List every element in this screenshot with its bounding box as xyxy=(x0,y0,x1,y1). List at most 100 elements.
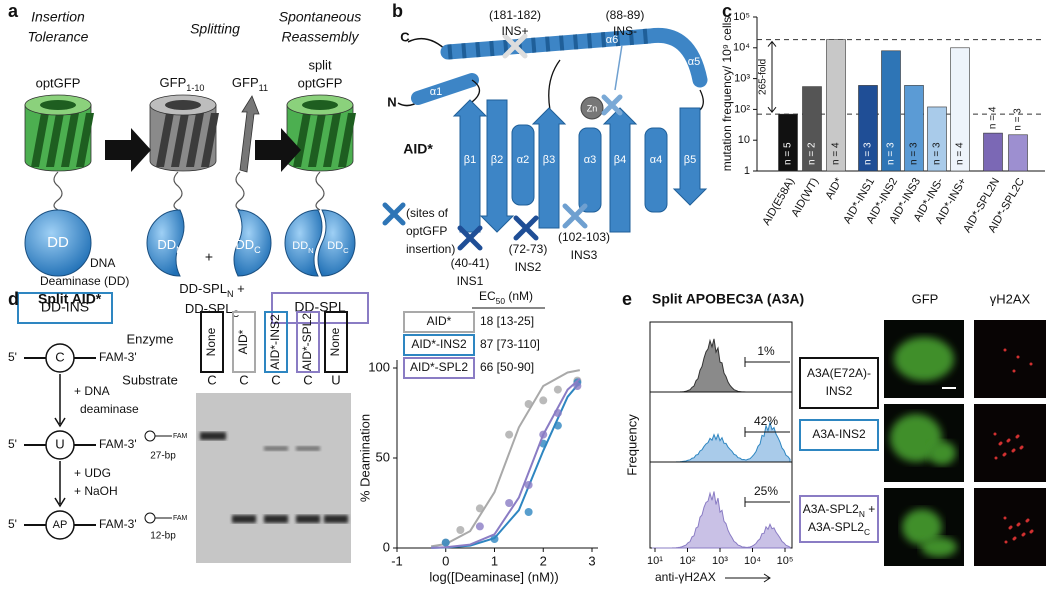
label: Splitting xyxy=(190,21,240,37)
insertion-site xyxy=(513,215,539,241)
data-point xyxy=(553,385,562,394)
label: FAM xyxy=(173,515,188,522)
legend-label: AID* xyxy=(427,314,452,328)
label: A3A-SPL2N + xyxy=(803,502,875,519)
image xyxy=(974,404,1046,482)
label-text: (nM) xyxy=(505,289,533,303)
label: C xyxy=(400,29,410,44)
focus xyxy=(1003,516,1007,520)
barrel-hole xyxy=(302,100,338,110)
x-tick-label: 10³ xyxy=(712,555,728,567)
label: Tolerance xyxy=(28,29,89,45)
gate xyxy=(744,497,790,507)
x-tick-label: AID(E58A) xyxy=(760,176,797,228)
label: INS2 xyxy=(826,384,853,398)
label: FAM-3' xyxy=(99,350,137,364)
label-text: GFP xyxy=(232,75,259,90)
strand xyxy=(61,113,79,167)
label: A3A-SPL2C xyxy=(808,520,870,537)
label: DNA xyxy=(90,256,115,270)
arrow xyxy=(54,374,66,508)
gate xyxy=(744,427,790,437)
label: split xyxy=(308,57,332,72)
label: (102-103) xyxy=(558,230,610,244)
label: A3A(E72A)- xyxy=(807,366,871,380)
focus xyxy=(993,432,997,436)
gate-label: 25% xyxy=(754,484,778,498)
label: Substrate xyxy=(122,372,178,387)
label: 12-bp xyxy=(150,531,176,542)
axis-title: log([Deaminase] (nM)) xyxy=(429,569,558,584)
bar xyxy=(778,113,798,172)
label: DDN xyxy=(157,237,182,255)
label-subscript: C xyxy=(254,245,261,255)
oligo xyxy=(144,430,156,442)
insertion-site xyxy=(562,203,588,229)
focus xyxy=(1003,348,1007,352)
linker xyxy=(235,171,245,211)
axis-title: mutation frequency/ 10⁹ cells xyxy=(720,17,734,172)
cell xyxy=(894,337,954,381)
label-text: A3A-SPL2 xyxy=(803,502,859,516)
insertion-site xyxy=(601,94,623,116)
label: DD xyxy=(47,234,69,251)
data-point xyxy=(456,526,465,534)
label: FAM-3' xyxy=(99,517,137,531)
data-point xyxy=(475,504,484,513)
n-label: n = 2 xyxy=(807,142,818,165)
x-tick-label: 10⁵ xyxy=(777,555,794,567)
strand xyxy=(186,113,204,167)
label: β3 xyxy=(543,154,555,166)
strand xyxy=(76,113,94,167)
bar xyxy=(950,47,970,172)
insertion-site xyxy=(457,225,483,251)
label: None xyxy=(328,327,342,356)
label-text: + xyxy=(234,281,245,296)
label: C xyxy=(271,372,280,387)
x-tick-label: 10⁴ xyxy=(744,555,761,567)
histogram xyxy=(652,491,791,549)
alpha-helix xyxy=(578,127,602,213)
label-text: DD xyxy=(235,237,254,252)
label: (sites of xyxy=(406,206,449,220)
label-subscript: N xyxy=(227,289,234,299)
ec50-label: 18 [13-25] xyxy=(480,314,534,328)
y-tick-label: 10³ xyxy=(734,73,750,85)
y-tick-label: 10 xyxy=(738,134,750,146)
legend-box xyxy=(403,334,475,356)
deaminase-half xyxy=(317,209,356,277)
histogram xyxy=(652,420,791,463)
x-tick-label: 2 xyxy=(540,553,547,568)
label: Zn xyxy=(587,103,598,113)
helix xyxy=(440,27,708,88)
panel-letter: e xyxy=(622,289,632,309)
label: INS3 xyxy=(571,248,598,262)
n-label: n = 4 xyxy=(831,142,842,165)
label-subscript: 1-10 xyxy=(186,83,204,93)
y-tick-label: 100 xyxy=(368,359,390,374)
label: DDC xyxy=(327,240,349,255)
n-label: n = 3 xyxy=(863,142,874,165)
data-point xyxy=(553,409,562,417)
label: GFP1-10 xyxy=(160,75,205,93)
strand xyxy=(201,113,219,167)
panel-title: Split AID* xyxy=(38,291,102,307)
strand xyxy=(156,113,174,167)
deaminase xyxy=(24,209,92,277)
label: optGFP xyxy=(36,75,81,90)
x-tick-label: 1 xyxy=(491,553,498,568)
label: AID* xyxy=(403,141,433,157)
label: INS1 xyxy=(457,274,484,288)
label-subscript: 50 xyxy=(496,296,506,306)
x-tick-label: 10² xyxy=(680,555,696,567)
linker xyxy=(53,171,63,211)
label: β2 xyxy=(491,154,503,166)
label: (40-41) xyxy=(451,256,490,270)
y-tick-label: 50 xyxy=(376,449,390,464)
label-subscript: C xyxy=(343,246,349,255)
data-point xyxy=(553,421,562,430)
strand xyxy=(323,113,341,167)
label: 27-bp xyxy=(150,451,176,462)
insertion-site xyxy=(502,33,528,59)
bar xyxy=(826,39,846,172)
